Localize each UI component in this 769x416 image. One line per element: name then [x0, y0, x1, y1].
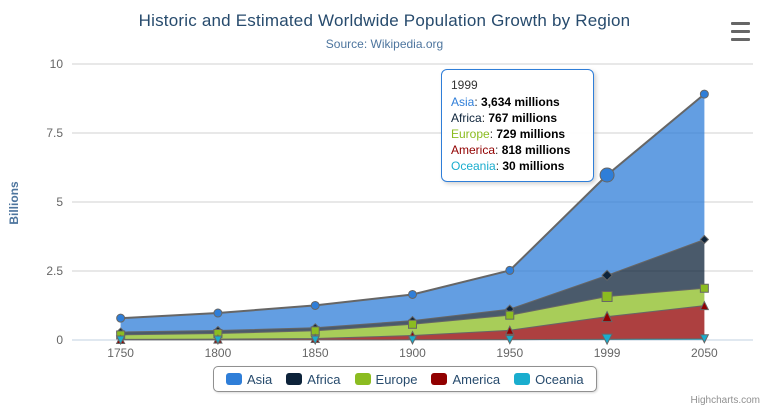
- y-axis-label: 10: [50, 57, 64, 71]
- marker-asia-1950[interactable]: [505, 265, 515, 275]
- marker-europe-1900[interactable]: [408, 319, 417, 329]
- marker-asia-1850[interactable]: [310, 300, 320, 310]
- marker-asia-2050[interactable]: [699, 89, 709, 99]
- marker-america-1999[interactable]: [601, 310, 613, 323]
- credits-link[interactable]: Highcharts.com: [690, 395, 760, 406]
- marker-africa-2050[interactable]: [699, 234, 710, 245]
- legend-item-europe[interactable]: Europe: [354, 372, 417, 387]
- marker-europe-2050[interactable]: [699, 283, 709, 293]
- hamburger-bar: [731, 22, 750, 25]
- hamburger-bar: [731, 30, 750, 33]
- marker-america-1950[interactable]: [504, 325, 515, 335]
- export-menu-icon[interactable]: [731, 21, 750, 42]
- legend-swatch: [514, 373, 531, 385]
- x-axis-label: 1800: [205, 346, 232, 360]
- marker-oceania-1850[interactable]: [310, 335, 321, 346]
- marker-oceania-1900[interactable]: [407, 335, 418, 345]
- legend-swatch: [354, 373, 371, 385]
- marker-oceania-1750[interactable]: [115, 335, 126, 346]
- legend-swatch: [431, 373, 448, 385]
- x-axis-label: 1750: [107, 346, 134, 360]
- marker-america-2050[interactable]: [699, 300, 710, 311]
- legend-item-africa[interactable]: Africa: [286, 372, 341, 387]
- x-axis-label: 2050: [691, 346, 718, 360]
- y-axis-label: 0: [56, 333, 63, 347]
- chart-title: Historic and Estimated Worldwide Populat…: [138, 11, 631, 30]
- x-axis-label: 1999: [594, 346, 621, 360]
- x-axis-label: 1950: [496, 346, 523, 360]
- legend-item-asia[interactable]: Asia: [226, 372, 272, 387]
- legend-swatch: [226, 373, 242, 385]
- marker-asia-1900[interactable]: [408, 289, 417, 299]
- yaxis-title: Billions: [7, 181, 21, 225]
- marker-europe-1999[interactable]: [601, 290, 613, 302]
- area-america[interactable]: [120, 305, 705, 340]
- marker-oceania-1800[interactable]: [213, 335, 223, 346]
- marker-asia-1999[interactable]: [599, 167, 615, 183]
- x-axis-label: 1850: [302, 346, 329, 360]
- marker-oceania-1999[interactable]: [601, 333, 613, 346]
- marker-asia-1800[interactable]: [213, 308, 223, 318]
- area-asia[interactable]: [120, 94, 705, 332]
- marker-europe-1950[interactable]: [505, 310, 515, 320]
- y-axis-label: 2.5: [46, 264, 63, 278]
- area-africa[interactable]: [120, 239, 705, 335]
- marker-asia-1750[interactable]: [116, 313, 126, 323]
- legend-swatch: [286, 373, 303, 385]
- chart-subtitle: Source: Wikipedia.org: [325, 37, 444, 51]
- y-axis-label: 7.5: [46, 126, 63, 140]
- legend-item-oceania[interactable]: Oceania: [514, 372, 584, 387]
- legend: Asia Africa Europe America Oceania: [213, 366, 597, 392]
- marker-oceania-2050[interactable]: [699, 334, 710, 344]
- x-axis-label: 1900: [399, 346, 426, 360]
- marker-africa-1999[interactable]: [601, 269, 613, 282]
- y-axis-label: 5: [56, 195, 63, 209]
- legend-item-america[interactable]: America: [431, 372, 500, 387]
- hamburger-bar: [731, 38, 750, 41]
- marker-oceania-1950[interactable]: [504, 335, 515, 345]
